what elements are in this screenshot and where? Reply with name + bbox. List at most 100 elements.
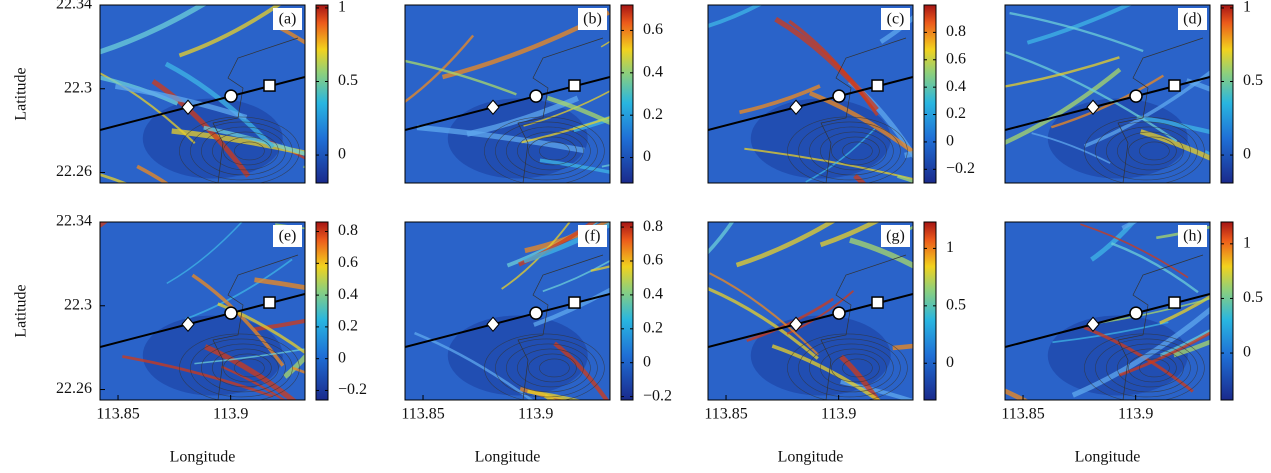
colorbar-tick-label: 0.8 xyxy=(338,222,358,239)
terrain-contour xyxy=(223,353,272,383)
x-tick-label: 113.85 xyxy=(401,406,444,423)
y-tick-label: 22.26 xyxy=(56,163,92,180)
field-streak xyxy=(1211,0,1271,5)
panel-label: (a) xyxy=(279,11,297,28)
field-streak xyxy=(100,72,196,144)
terrain-contour xyxy=(506,343,591,393)
x-tick-label: 113.9 xyxy=(821,406,856,423)
panel-label: (g) xyxy=(886,228,905,245)
terrain-contour xyxy=(798,121,901,181)
diamond-marker xyxy=(181,316,195,333)
axes-frame xyxy=(1004,4,1211,184)
terrain-contour xyxy=(517,348,584,388)
circle-marker xyxy=(832,89,846,103)
terrain-contour xyxy=(495,121,598,181)
field-streak xyxy=(136,164,169,183)
terrain-contour xyxy=(820,348,887,388)
heatmap-field xyxy=(708,222,913,400)
field-streak xyxy=(879,14,913,44)
field-streak xyxy=(1110,242,1199,294)
terrain-contour xyxy=(1084,116,1205,183)
heatmap-field xyxy=(708,5,913,183)
panel-label: (e) xyxy=(279,228,297,245)
x-tick-label: 113.85 xyxy=(1001,406,1044,423)
colorbar xyxy=(923,221,937,401)
label-box xyxy=(578,8,607,30)
field-streak xyxy=(892,343,913,351)
colorbar-tick-label: 0.6 xyxy=(643,21,663,38)
square-marker xyxy=(871,79,884,92)
field-streak xyxy=(523,90,610,127)
field-streak xyxy=(221,365,287,400)
field-streak xyxy=(543,394,557,400)
square-marker xyxy=(568,79,581,92)
colorbar-tick-label: 0.6 xyxy=(643,252,663,269)
terrain-contour xyxy=(1128,353,1177,383)
field-streak xyxy=(1050,74,1165,129)
field-streak xyxy=(501,222,571,290)
colorbar-tick-label: 1 xyxy=(338,0,346,16)
terrain-contour xyxy=(787,333,908,400)
colorbar-tick-label: 1 xyxy=(1243,235,1251,252)
colorbar-tick-label: 1 xyxy=(946,239,954,256)
diamond-marker xyxy=(486,316,500,333)
terrain-contour xyxy=(809,343,894,393)
field-streak xyxy=(708,222,735,255)
label-box xyxy=(881,8,910,30)
coastline xyxy=(212,254,299,400)
y-axis-label: Latitude xyxy=(13,284,30,337)
field-streak xyxy=(839,354,881,400)
terrain-contour xyxy=(1117,348,1184,388)
panel: (b) 0 0.2 0.4 0.6 xyxy=(404,4,663,184)
field-streak xyxy=(178,5,282,58)
field-streak xyxy=(735,222,836,268)
x-tick-label: 113.9 xyxy=(518,406,553,423)
field-streak xyxy=(1052,321,1169,344)
x-tick-label: 113.9 xyxy=(213,406,248,423)
field-streak xyxy=(194,348,305,365)
terrain-contour xyxy=(1139,358,1170,378)
colorbar-tick-label: 0.8 xyxy=(643,218,663,235)
field-patch xyxy=(750,315,891,396)
square-marker xyxy=(1168,79,1181,92)
label-box xyxy=(273,8,302,30)
terrain-contour xyxy=(212,348,279,388)
colorbar-tick-label: 0.5 xyxy=(946,297,966,314)
field-streak xyxy=(1139,129,1210,161)
terrain-contour xyxy=(201,343,286,393)
field-streak xyxy=(1083,325,1194,393)
circle-marker xyxy=(832,306,846,320)
coastline xyxy=(820,37,907,183)
field-streak xyxy=(100,222,109,229)
field-streak xyxy=(1005,56,1120,88)
y-axis-label: Latitude xyxy=(13,67,30,120)
field-streak xyxy=(1031,132,1111,164)
field-streak xyxy=(1026,5,1133,45)
terrain-contour xyxy=(1095,338,1198,398)
diamond-marker xyxy=(1086,99,1100,116)
terrain-contour xyxy=(820,131,887,171)
field-streak xyxy=(805,128,876,183)
terrain-contour xyxy=(842,141,873,161)
field-patch xyxy=(750,98,891,179)
field-streak xyxy=(708,5,763,28)
field-streak xyxy=(746,297,835,342)
terrain-contour xyxy=(484,116,605,183)
colorbar-tick-label: 0 xyxy=(946,133,954,150)
colorbar-tick-label: 0.5 xyxy=(338,72,358,89)
field-streak xyxy=(276,25,305,45)
field-streak xyxy=(1005,67,1122,145)
panel: (f) 113.85 113.9 Longitude −0.2 0 0.2 0.4 0.6 0.8 xyxy=(401,218,672,466)
field-streak xyxy=(1159,328,1210,358)
colorbar xyxy=(620,221,634,401)
field-streak xyxy=(166,222,243,284)
field-streak xyxy=(254,277,305,291)
heatmap-field xyxy=(405,222,610,400)
field-streak xyxy=(771,344,882,400)
field-streak xyxy=(774,16,879,112)
panel-label: (c) xyxy=(887,11,905,28)
field-streak xyxy=(849,237,913,269)
panel: (d) 0 0.5 1 xyxy=(1004,0,1271,184)
field-streak xyxy=(1156,225,1210,240)
square-marker xyxy=(568,296,581,309)
